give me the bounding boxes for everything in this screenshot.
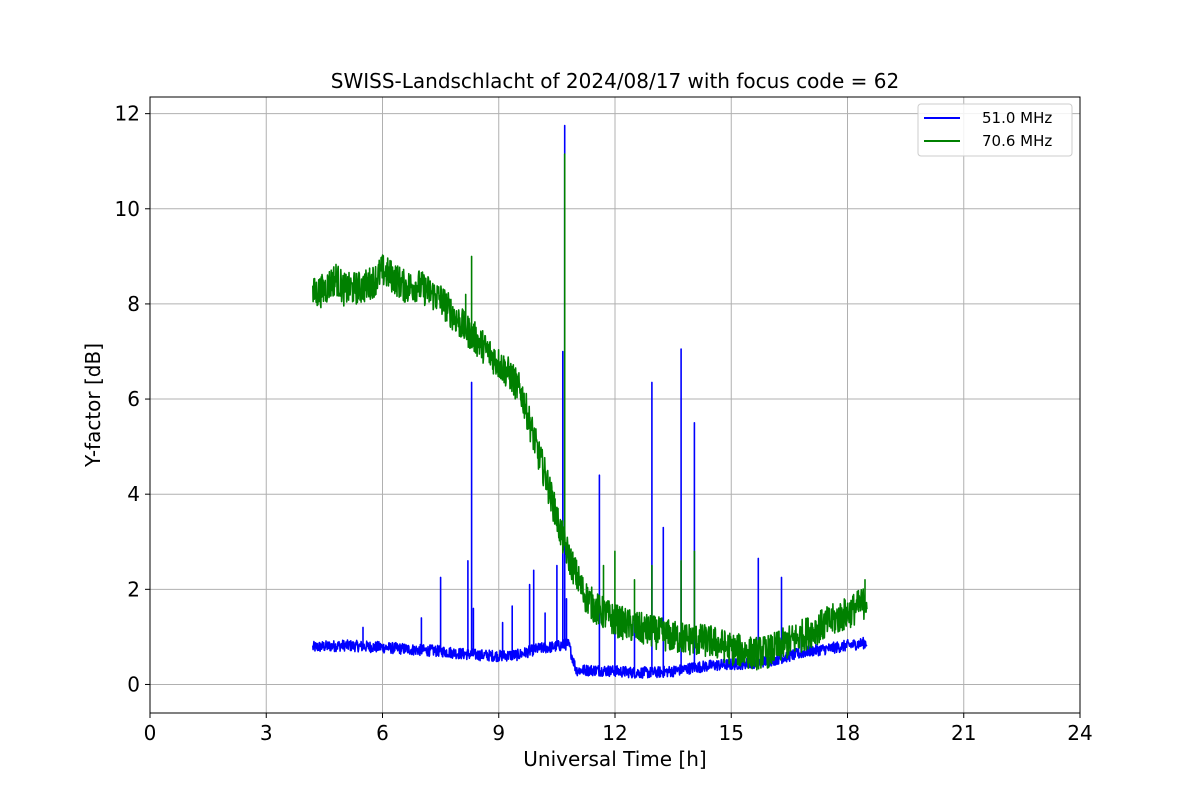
legend-label: 51.0 MHz: [982, 109, 1052, 127]
grid: [149, 97, 1081, 713]
x-tick-label: 6: [376, 721, 389, 745]
y-tick-label: 4: [127, 482, 140, 506]
x-tick-label: 12: [602, 721, 627, 745]
y-tick-label: 8: [127, 292, 140, 316]
series-lines: [312, 124, 868, 679]
x-tick-label: 24: [1067, 721, 1092, 745]
x-tick-label: 9: [492, 721, 505, 745]
y-axis-label: Y-factor [dB]: [81, 343, 105, 468]
x-tick-label: 15: [719, 721, 744, 745]
y-tick-label: 10: [115, 197, 140, 221]
legend-label: 70.6 MHz: [982, 132, 1052, 150]
chart-title: SWISS-Landschlacht of 2024/08/17 with fo…: [331, 69, 899, 93]
x-tick-label: 21: [951, 721, 976, 745]
x-axis-label: Universal Time [h]: [523, 747, 706, 771]
y-tick-label: 12: [115, 102, 140, 126]
y-tick-label: 2: [127, 577, 140, 601]
x-tick-label: 18: [835, 721, 860, 745]
legend: 51.0 MHz 70.6 MHz: [917, 103, 1073, 157]
x-tick-label: 3: [260, 721, 273, 745]
x-tick-label: 0: [144, 721, 157, 745]
series-line-1: [312, 153, 868, 671]
y-tick-label: 6: [127, 387, 140, 411]
y-tick-label: 0: [127, 672, 140, 696]
